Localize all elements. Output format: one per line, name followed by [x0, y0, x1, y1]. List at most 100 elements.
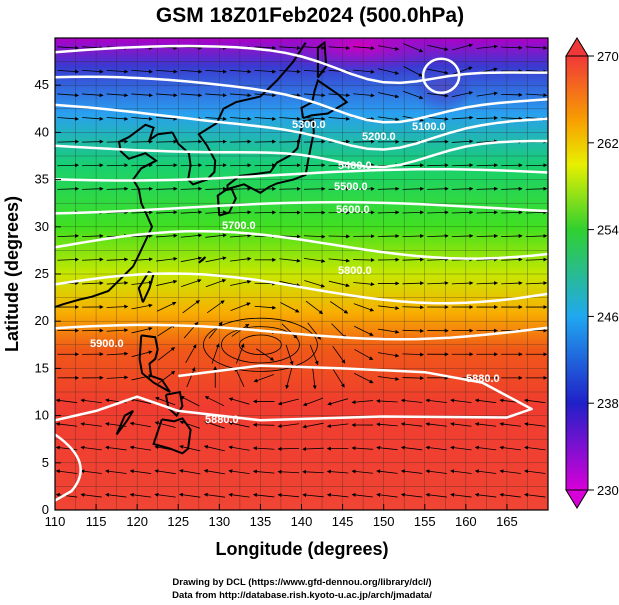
wind-arrow — [328, 116, 351, 121]
wind-arrow — [354, 325, 374, 336]
wind-arrow — [328, 280, 350, 288]
height-contour-5200 — [55, 75, 548, 124]
wind-arrow — [425, 422, 447, 427]
wind-arrow — [476, 115, 499, 120]
wind-arrow — [204, 396, 225, 407]
wind-arrow — [353, 258, 375, 263]
wind-arrow — [326, 493, 349, 498]
wind-arrow — [376, 492, 398, 498]
height-contour-5400 — [55, 139, 548, 169]
wind-arrow — [80, 422, 102, 427]
wind-arrow — [474, 469, 497, 474]
x-tick-label: 110 — [45, 514, 66, 529]
height-contour-5700 — [55, 229, 548, 260]
wind-arrow — [400, 445, 423, 451]
wind-arrow — [476, 91, 498, 97]
wind-arrow — [427, 163, 449, 168]
wind-arrow — [378, 92, 400, 99]
coastline — [300, 78, 349, 120]
contour-label-5500: 5500.0 — [334, 181, 368, 193]
y-tick-label: 25 — [35, 266, 49, 281]
wind-arrow — [205, 233, 227, 238]
wind-arrow — [156, 186, 178, 191]
wind-arrow — [156, 163, 178, 168]
wind-arrow — [205, 93, 227, 98]
wind-arrow — [206, 300, 225, 314]
wind-arrow — [129, 445, 152, 451]
wind-arrow — [131, 69, 153, 74]
wind-arrow — [377, 116, 400, 122]
wind-arrow — [351, 492, 374, 498]
wind-arrow — [254, 163, 277, 168]
wind-arrow — [179, 444, 201, 452]
wind-arrow — [377, 45, 400, 51]
wind-arrow — [327, 398, 349, 406]
wind-arrow — [154, 421, 176, 428]
wind-arrow — [402, 90, 424, 100]
wind-arrow — [332, 345, 346, 364]
wind-arrow — [106, 93, 129, 98]
wind-arrow — [353, 69, 375, 74]
y-tick-label: 20 — [35, 313, 49, 328]
wind-arrow — [230, 279, 252, 286]
wind-arrow — [55, 422, 78, 427]
wind-arrow — [252, 469, 275, 474]
wind-arrow — [55, 492, 78, 498]
wind-arrow — [525, 186, 548, 191]
wind-arrow — [351, 400, 374, 405]
wind-arrow — [451, 163, 474, 168]
wind-arrow — [131, 186, 153, 191]
wind-arrow — [312, 367, 317, 390]
wind-arrow — [156, 116, 178, 121]
wind-arrow — [402, 257, 425, 262]
wind-arrow — [154, 469, 176, 475]
colorbar-tick-label: 230 — [597, 483, 619, 498]
wind-arrow — [57, 45, 79, 50]
x-axis-ticks: 110 115 120 125 130 135 140 145 150 155 160 165 — [45, 504, 518, 529]
wind-arrow — [131, 257, 153, 262]
wind-arrow — [450, 492, 472, 498]
wind-arrow — [403, 43, 424, 53]
wind-arrow — [156, 279, 178, 286]
coastline — [316, 40, 328, 79]
contour-label-5300: 5300.0 — [292, 119, 326, 131]
wind-arrow — [205, 139, 227, 144]
height-contours — [55, 44, 548, 502]
x-tick-label: 135 — [250, 514, 272, 529]
wind-arrow — [229, 69, 252, 74]
wind-arrow — [328, 186, 351, 191]
colorbar-tick-label: 254 — [597, 223, 619, 238]
colorbar-tick-label: 238 — [597, 396, 619, 411]
wind-arrow — [376, 422, 398, 427]
wind-arrow — [427, 93, 449, 98]
wind-arrow — [501, 163, 523, 168]
wind-arrow — [82, 139, 104, 144]
colorbar-body — [565, 55, 589, 491]
wind-arrow — [129, 492, 152, 498]
wind-arrow — [57, 139, 79, 144]
wind-arrow — [525, 281, 548, 286]
wind-arrow — [252, 422, 275, 427]
wind-arrow — [303, 45, 326, 50]
x-tick-label: 115 — [86, 514, 107, 529]
wind-arrow — [501, 186, 523, 191]
wind-arrow — [204, 420, 225, 429]
contour-label-5600: 5600.0 — [336, 204, 370, 216]
wind-arrow — [82, 257, 104, 262]
wind-arrow — [354, 349, 374, 360]
wind-arrow — [425, 445, 447, 451]
wind-arrow — [427, 186, 449, 191]
wind-arrow — [354, 373, 374, 384]
wind-arrow — [474, 445, 497, 451]
wind-arrow — [129, 421, 152, 428]
wind-arrow — [279, 139, 301, 144]
wind-arrow — [82, 69, 104, 74]
wind-arrow — [303, 257, 326, 263]
credit-drawing: Drawing by DCL (https://www.gfd-dennou.o… — [172, 577, 431, 588]
wind-arrow — [106, 328, 129, 333]
wind-arrow — [285, 344, 294, 366]
wind-arrow — [205, 210, 227, 215]
wind-arrow — [229, 186, 252, 191]
wind-arrow — [451, 115, 474, 120]
wind-arrow — [451, 281, 474, 286]
